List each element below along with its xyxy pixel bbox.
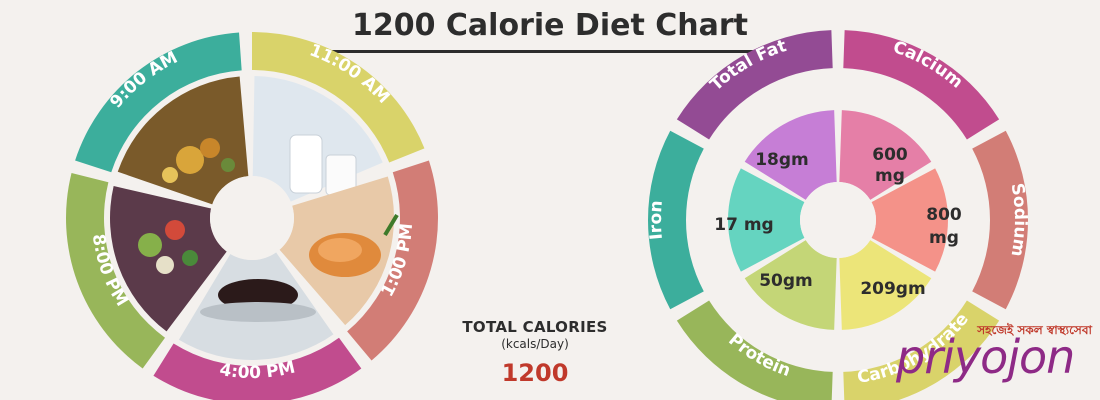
total-calories-label: TOTAL CALORIES <box>462 318 608 336</box>
value-total-fat: 18gm <box>755 150 809 170</box>
value-calcium-line1: 600 <box>872 145 908 165</box>
total-calories-panel: TOTAL CALORIES (kcals/Day) 1200 <box>430 318 640 387</box>
time-band-8pm <box>65 173 166 369</box>
nutrient-slice-protein <box>744 240 837 330</box>
nutrient-slice-iron <box>728 168 805 272</box>
value-carbohydrate: 209gm <box>860 279 925 299</box>
food-fish-curry <box>279 176 399 326</box>
food-tea <box>178 252 334 360</box>
page-title: 1200 Calorie Diet Chart <box>351 8 749 43</box>
schedule-wheel-hub <box>210 176 294 260</box>
nutrient-slice-total-fat <box>744 110 837 200</box>
nutrient-band-total-fat <box>676 30 833 140</box>
nutrient-band-carbohydrate <box>843 300 1000 400</box>
value-calcium-line2: mg <box>875 166 905 186</box>
time-band-1pm <box>347 160 438 361</box>
logo-wordmark: priyojon <box>896 330 1075 384</box>
priyojon-logo: সহজেই সকল স্বাস্থ্যসেবা priyojon <box>890 322 1100 400</box>
nutrient-slice-carbohydrate <box>839 240 932 330</box>
value-sodium-line1: 800 <box>926 205 962 225</box>
time-band-11am <box>252 32 425 163</box>
nutrient-slice-sodium <box>871 168 948 272</box>
total-calories-unit: (kcals/Day) <box>501 337 569 351</box>
logo-tagline: সহজেই সকল স্বাস্থ্যসেবা <box>977 323 1092 337</box>
title-underline <box>322 50 788 53</box>
value-sodium-line2: mg <box>929 228 959 248</box>
meal-schedule-wheel: 9:00 AM 11:00 AM 1:00 PM 4:00 PM 8:00 PM <box>65 32 438 400</box>
nutrient-band-calcium <box>843 30 1000 140</box>
value-protein: 50gm <box>759 271 813 291</box>
time-label-4pm: 4:00 PM <box>218 357 297 383</box>
nutrient-band-sodium <box>972 130 1028 310</box>
time-band-9am <box>75 32 242 173</box>
nutrient-band-protein <box>676 300 833 400</box>
total-calories-value: 1200 <box>501 359 569 387</box>
value-iron: 17 mg <box>714 215 773 235</box>
nutrient-band-iron <box>648 130 704 310</box>
nutrient-wheel-hub <box>800 182 876 258</box>
food-rice-dish <box>117 76 249 205</box>
nutrient-label-iron: Iron <box>646 200 667 241</box>
food-salad <box>109 186 227 332</box>
time-band-4pm <box>153 337 362 400</box>
nutrient-slice-calcium <box>839 110 932 200</box>
